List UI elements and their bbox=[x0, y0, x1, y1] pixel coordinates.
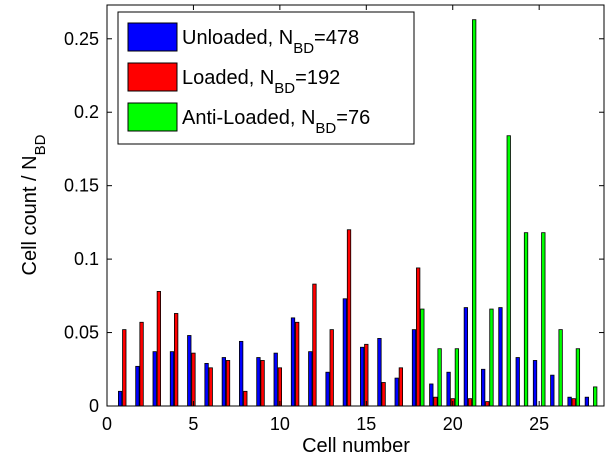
bar bbox=[429, 383, 434, 407]
bar bbox=[243, 390, 248, 407]
x-tick-label: 5 bbox=[188, 414, 198, 434]
bar bbox=[364, 343, 369, 407]
x-tick-label: 15 bbox=[356, 414, 376, 434]
bar bbox=[523, 232, 529, 407]
bar bbox=[377, 338, 382, 407]
bar bbox=[420, 308, 425, 407]
x-tick-label: 10 bbox=[270, 414, 290, 434]
bar bbox=[156, 291, 161, 407]
bar bbox=[381, 382, 386, 407]
bar bbox=[312, 283, 317, 407]
bar bbox=[221, 357, 226, 407]
bar bbox=[454, 348, 460, 407]
bar bbox=[489, 308, 494, 407]
y-tick-label: 0.2 bbox=[74, 102, 99, 122]
bar bbox=[346, 229, 352, 407]
bar bbox=[467, 398, 473, 407]
x-tick-label: 0 bbox=[102, 414, 112, 434]
bar bbox=[256, 357, 261, 407]
bar bbox=[308, 351, 313, 407]
bar bbox=[472, 19, 477, 407]
bar bbox=[532, 360, 538, 407]
bar bbox=[273, 352, 278, 407]
bar bbox=[260, 360, 265, 407]
bar bbox=[411, 329, 417, 407]
legend-swatch bbox=[127, 102, 178, 132]
bar bbox=[118, 390, 123, 407]
bar bbox=[506, 135, 511, 407]
y-tick-label: 0.15 bbox=[64, 176, 99, 196]
y-tick-label: 0.05 bbox=[64, 323, 99, 343]
bar bbox=[437, 348, 442, 407]
bar bbox=[277, 367, 282, 407]
bar bbox=[481, 368, 486, 407]
bar bbox=[290, 317, 296, 407]
bar bbox=[135, 365, 140, 407]
bar bbox=[342, 298, 347, 407]
bar bbox=[295, 321, 300, 407]
bar bbox=[225, 360, 231, 407]
bar bbox=[550, 374, 555, 407]
y-axis-label: Cell count / NBD bbox=[19, 134, 49, 275]
legend-swatch bbox=[127, 62, 178, 92]
bar bbox=[122, 329, 127, 407]
bar bbox=[433, 396, 438, 407]
bar bbox=[515, 357, 520, 407]
legend-swatch bbox=[127, 22, 178, 52]
bar bbox=[584, 396, 590, 407]
bar bbox=[446, 371, 451, 407]
bar bbox=[416, 267, 421, 407]
bar bbox=[325, 371, 330, 407]
bar bbox=[204, 363, 209, 407]
bar bbox=[463, 307, 469, 407]
bar bbox=[394, 377, 399, 407]
bar bbox=[485, 401, 490, 407]
bar bbox=[571, 398, 576, 407]
bar bbox=[208, 367, 213, 407]
y-tick-label: 0.1 bbox=[74, 249, 99, 269]
bar bbox=[398, 367, 404, 407]
bar bbox=[593, 386, 598, 407]
plot-frame bbox=[106, 4, 605, 407]
bar bbox=[174, 313, 179, 407]
bar bbox=[567, 396, 572, 407]
bar bbox=[329, 329, 334, 407]
bar bbox=[360, 346, 365, 407]
bar bbox=[169, 351, 175, 407]
bar bbox=[541, 232, 546, 407]
x-tick-label: 20 bbox=[443, 414, 463, 434]
bar bbox=[575, 348, 581, 407]
bar bbox=[239, 340, 244, 407]
y-tick-label: 0 bbox=[89, 396, 99, 416]
x-axis-label: Cell number bbox=[302, 435, 410, 457]
y-tick-label: 0.25 bbox=[64, 29, 99, 49]
x-tick-label: 25 bbox=[529, 414, 549, 434]
bar bbox=[191, 352, 196, 407]
bar bbox=[558, 329, 563, 407]
bar bbox=[139, 321, 144, 407]
bar bbox=[152, 351, 157, 407]
bar bbox=[187, 335, 192, 407]
bar bbox=[498, 307, 503, 407]
